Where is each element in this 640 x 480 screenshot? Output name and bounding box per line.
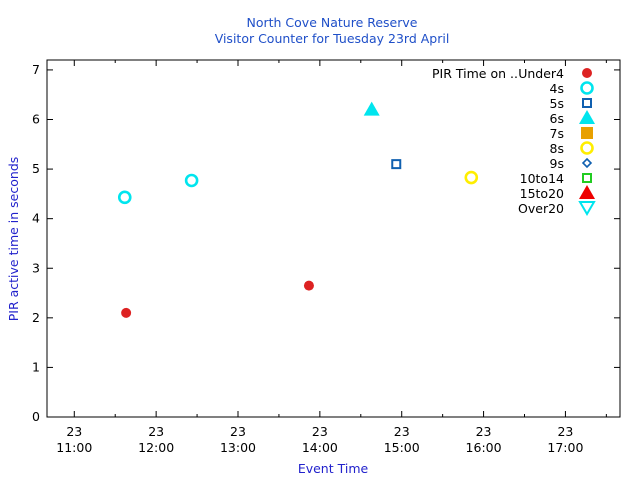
legend-marker-8s	[582, 143, 593, 154]
legend-marker-7s	[581, 127, 593, 139]
y-tick-label: 0	[32, 409, 40, 424]
legend-label: 9s	[550, 156, 564, 171]
y-tick-label: 1	[32, 359, 40, 374]
legend-label: 15to20	[520, 186, 564, 201]
data-point-under4	[121, 308, 131, 318]
x-tick-label-date: 23	[66, 424, 82, 439]
y-tick-label: 4	[32, 211, 40, 226]
legend-marker-4s	[582, 83, 593, 94]
legend: PIR Time on .. Under44s5s6s7s8s9s10to141…	[432, 66, 595, 216]
legend-marker-6s	[579, 110, 595, 124]
data-points	[119, 102, 477, 318]
legend-marker-10to14	[583, 174, 591, 182]
x-tick-label-date: 23	[312, 424, 328, 439]
legend-marker-5s	[583, 99, 591, 107]
data-point-5s	[392, 160, 400, 168]
legend-label: 5s	[550, 96, 564, 111]
x-tick-label-date: 23	[148, 424, 164, 439]
y-tick-label: 5	[32, 161, 40, 176]
x-tick-label-time: 14:00	[302, 440, 338, 455]
y-axis-label: PIR active time in seconds	[6, 157, 21, 322]
legend-label: Under4	[518, 66, 564, 81]
legend-marker-9s	[583, 159, 591, 167]
data-point-6s	[364, 102, 380, 116]
x-tick-label-time: 16:00	[466, 440, 502, 455]
chart-subtitle: Visitor Counter for Tuesday 23rd April	[215, 31, 450, 46]
legend-marker-over20	[580, 202, 594, 214]
y-tick-label: 6	[32, 112, 40, 127]
legend-marker-15to20	[579, 185, 595, 199]
plot-frame	[47, 60, 620, 417]
x-tick-label-date: 23	[394, 424, 410, 439]
x-tick-label-time: 12:00	[138, 440, 174, 455]
legend-label: 7s	[550, 126, 564, 141]
x-axis-label: Event Time	[298, 461, 369, 476]
legend-label: 10to14	[520, 171, 564, 186]
x-tick-label-time: 11:00	[56, 440, 92, 455]
data-point-8s	[466, 172, 477, 183]
x-axis: 2311:002312:002313:002314:002315:002316:…	[56, 60, 606, 455]
x-tick-label-date: 23	[230, 424, 246, 439]
legend-marker-under4	[582, 68, 592, 78]
data-point-4s	[119, 192, 130, 203]
legend-title: PIR Time on ..	[432, 66, 518, 81]
x-tick-label-time: 13:00	[220, 440, 256, 455]
y-tick-label: 7	[32, 62, 40, 77]
y-tick-label: 2	[32, 310, 40, 325]
x-tick-label-date: 23	[476, 424, 492, 439]
y-axis: 0 1 2 3 4 5 6 7	[32, 62, 620, 424]
legend-label: 8s	[550, 141, 564, 156]
y-tick-label: 3	[32, 260, 40, 275]
x-tick-label-time: 17:00	[547, 440, 583, 455]
x-tick-label-time: 15:00	[384, 440, 420, 455]
legend-label: 4s	[550, 81, 564, 96]
data-point-under4	[304, 281, 314, 291]
x-tick-label-date: 23	[557, 424, 573, 439]
legend-label: Over20	[518, 201, 564, 216]
legend-label: 6s	[550, 111, 564, 126]
chart-title: North Cove Nature Reserve	[247, 15, 418, 30]
data-point-4s	[186, 175, 197, 186]
